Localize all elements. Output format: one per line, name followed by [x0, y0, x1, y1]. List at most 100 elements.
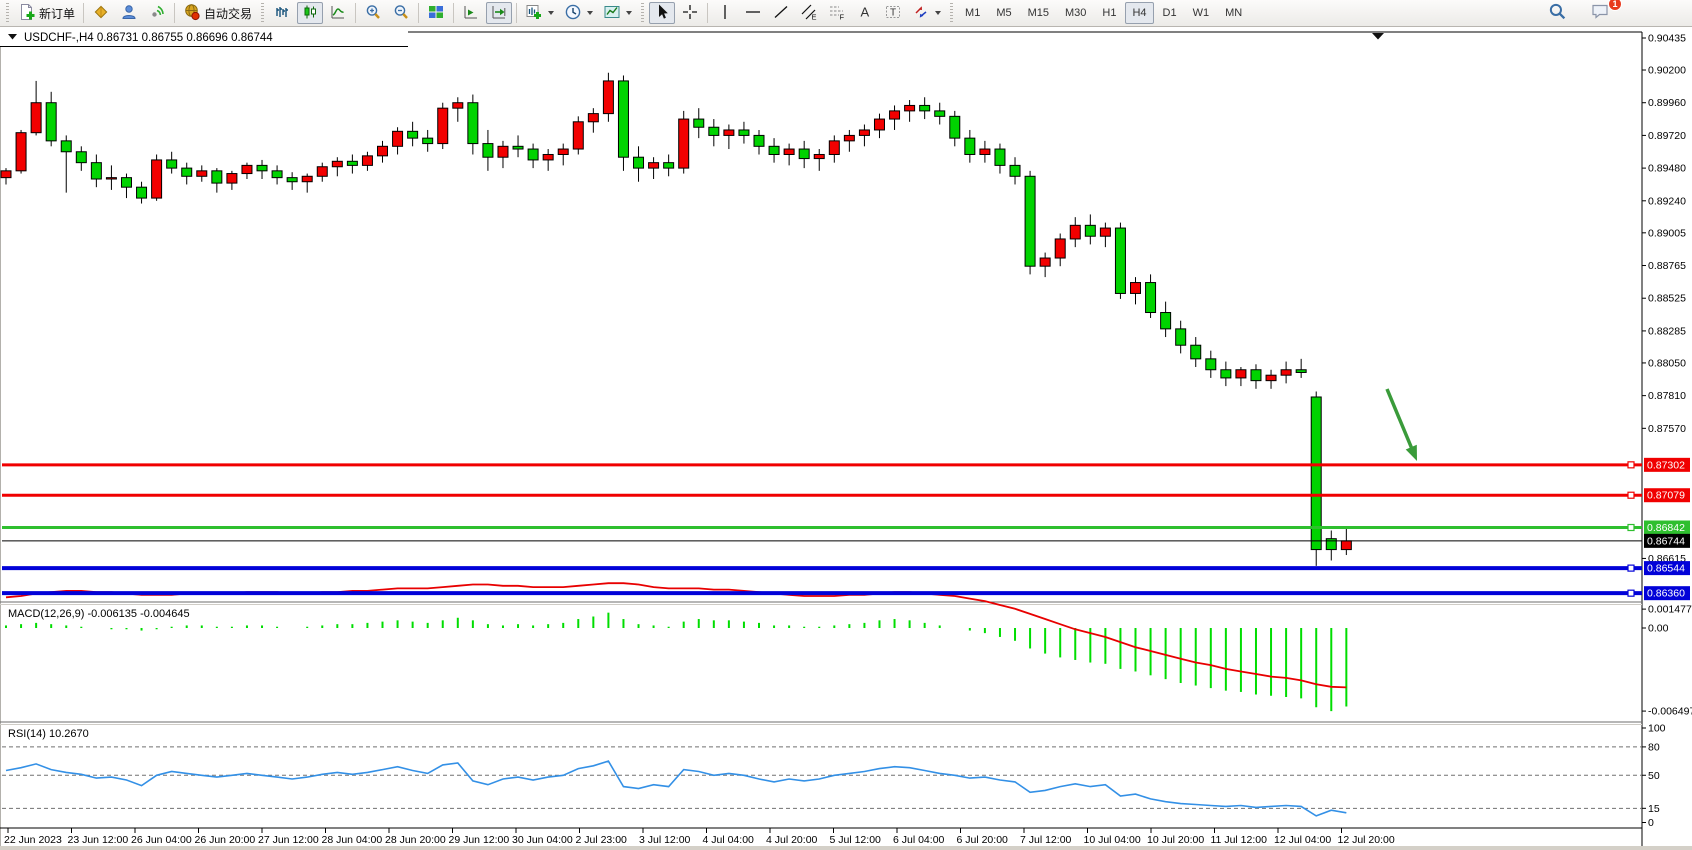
candle[interactable] [452, 102, 464, 109]
candle[interactable] [392, 130, 404, 147]
candle[interactable] [1009, 164, 1021, 177]
timeframe-button-m5[interactable]: M5 [996, 7, 1012, 19]
candle[interactable] [482, 143, 494, 158]
new-chart-button[interactable] [521, 2, 558, 24]
candle[interactable] [979, 148, 991, 155]
candle[interactable] [105, 177, 117, 180]
line-handle[interactable] [1627, 491, 1635, 499]
candle[interactable] [919, 104, 931, 112]
timeframe-button-d1[interactable]: D1 [1162, 7, 1177, 19]
candle[interactable] [1099, 227, 1111, 237]
candle[interactable] [843, 134, 855, 142]
candle[interactable] [648, 162, 660, 169]
templates-button[interactable] [599, 2, 636, 24]
candle[interactable] [497, 145, 509, 158]
fibonacci-button[interactable]: F [824, 2, 850, 24]
candle[interactable] [346, 160, 358, 166]
candlestick-button[interactable] [297, 2, 324, 24]
candle[interactable] [90, 162, 102, 180]
period-button[interactable] [560, 2, 597, 24]
candle[interactable] [256, 164, 268, 172]
candle[interactable] [407, 130, 419, 139]
zoom-out-button[interactable] [388, 2, 414, 24]
candle[interactable] [30, 102, 42, 134]
candle[interactable] [678, 118, 690, 169]
trendline-button[interactable] [768, 2, 794, 24]
candle[interactable] [572, 121, 584, 150]
candle[interactable] [949, 115, 961, 139]
candle[interactable] [1069, 224, 1081, 240]
label-button[interactable]: T [880, 2, 906, 24]
candle[interactable] [753, 134, 765, 147]
shift-chart-button[interactable] [458, 2, 484, 24]
timeframe-button-m15[interactable]: M15 [1027, 7, 1049, 19]
candle[interactable] [286, 177, 298, 183]
candle[interactable] [15, 132, 27, 172]
autoscroll-button[interactable] [486, 2, 513, 24]
candle[interactable] [828, 140, 840, 155]
candle[interactable] [768, 145, 780, 155]
candle[interactable] [1175, 328, 1187, 346]
candle[interactable] [467, 102, 479, 145]
candle[interactable] [738, 129, 750, 136]
arrow-annotation-head[interactable] [1405, 444, 1417, 461]
timeframe-button-m30[interactable]: M30 [1065, 7, 1087, 19]
line-handle[interactable] [1627, 564, 1635, 572]
candle[interactable] [1205, 358, 1217, 371]
candle[interactable] [1114, 227, 1126, 294]
linechart-button[interactable] [325, 2, 351, 24]
signals-button[interactable] [144, 2, 170, 24]
candle[interactable] [889, 110, 901, 120]
candle[interactable] [166, 159, 178, 169]
candle[interactable] [1280, 369, 1292, 376]
candle[interactable] [602, 80, 614, 115]
candle[interactable] [663, 162, 675, 169]
candle[interactable] [75, 151, 87, 164]
candle[interactable] [1130, 282, 1141, 294]
candle[interactable] [1340, 540, 1352, 551]
community-button[interactable] [116, 2, 142, 24]
candle[interactable] [226, 173, 238, 184]
line-handle[interactable] [1627, 589, 1635, 597]
barchart-button[interactable] [269, 2, 295, 24]
candle[interactable] [120, 177, 132, 188]
candle[interactable] [512, 145, 524, 150]
candle[interactable] [45, 102, 57, 142]
candle[interactable] [858, 129, 870, 136]
candle[interactable] [693, 118, 705, 128]
crosshair-button[interactable] [677, 2, 703, 24]
channel-button[interactable]: E [796, 2, 822, 24]
cursor-button[interactable] [649, 2, 676, 24]
candle[interactable] [1039, 257, 1051, 267]
candle[interactable] [587, 113, 599, 123]
timeframe-button-h4[interactable]: H4 [1125, 2, 1154, 24]
candle[interactable] [301, 175, 313, 183]
line-handle[interactable] [1627, 461, 1635, 469]
timeframe-button-mn[interactable]: MN [1225, 7, 1243, 19]
candle[interactable] [813, 153, 825, 160]
candle[interactable] [1054, 238, 1066, 259]
candle[interactable] [633, 156, 645, 169]
window-menu-icon[interactable] [8, 34, 17, 40]
chart-shift-marker-icon[interactable] [1372, 33, 1384, 40]
candle[interactable] [422, 137, 434, 145]
candle[interactable] [873, 118, 885, 131]
candle[interactable] [798, 148, 810, 160]
candle[interactable] [1145, 282, 1157, 314]
candle[interactable] [904, 104, 916, 112]
candle[interactable] [181, 167, 193, 177]
candle[interactable] [136, 186, 148, 199]
candle[interactable] [964, 137, 976, 155]
candle[interactable] [151, 159, 163, 199]
candle[interactable] [1235, 369, 1247, 379]
new-order-button[interactable]: 新订单 [14, 2, 79, 24]
candle[interactable] [708, 126, 720, 136]
candle[interactable] [527, 148, 539, 161]
candle[interactable] [0, 170, 12, 179]
tile-windows-button[interactable] [423, 2, 449, 24]
candle[interactable] [437, 107, 449, 145]
candle[interactable] [1325, 538, 1337, 551]
candle[interactable] [1190, 344, 1202, 360]
candle[interactable] [1160, 312, 1172, 330]
